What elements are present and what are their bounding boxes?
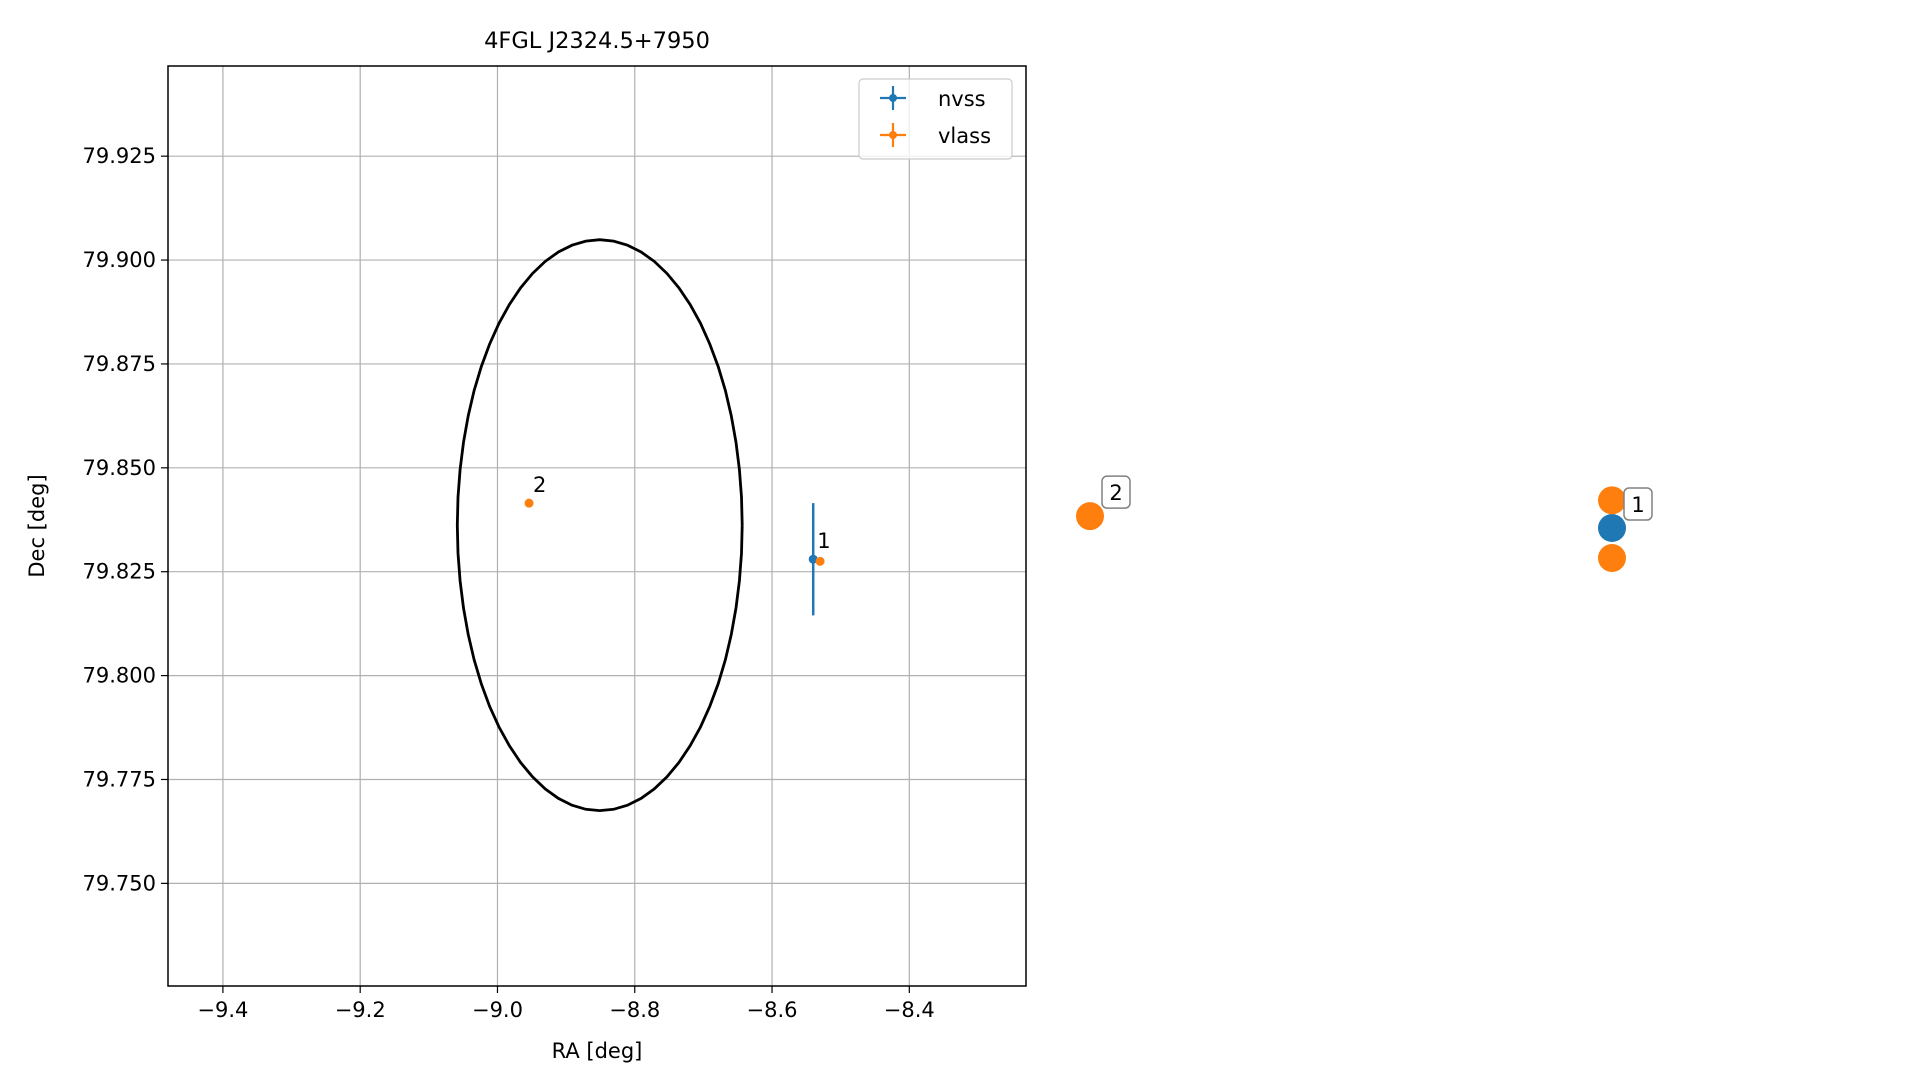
point-label: 1 (1631, 493, 1644, 517)
point-label: 2 (1109, 481, 1122, 505)
x-tick-label: −9.0 (472, 998, 523, 1022)
vlass-marker (1598, 486, 1626, 515)
x-tick-label: −8.8 (609, 998, 660, 1022)
x-tick-label: −9.2 (335, 998, 386, 1022)
x-tick-label: −9.4 (197, 998, 248, 1022)
vlass-marker (1076, 502, 1104, 531)
point-label: 1 (817, 529, 830, 553)
grid-lines (168, 66, 1026, 986)
vlass-marker (1598, 544, 1626, 573)
legend-label-vlass: vlass (938, 124, 991, 148)
x-tick-label: −8.6 (747, 998, 798, 1022)
label-box-outline (1623, 487, 1653, 521)
y-axis-label: Dec [deg] (25, 474, 49, 577)
main-chart: 4FGL J2324.5+7950 12 −9.4 −9.2 −9.0 −8.8 −8.… (25, 28, 1027, 1063)
label-box-outline (1101, 475, 1131, 509)
legend-entry-nvss: nvss (880, 86, 986, 111)
legend-marker-vlass (880, 123, 906, 147)
legend-label-nvss: nvss (938, 87, 986, 111)
point-label-box: 2 (1101, 475, 1131, 509)
plot-frame (167, 65, 1027, 987)
point-label-box: 1 (1623, 487, 1653, 521)
chart-title: 4FGL J2324.5+7950 (484, 28, 710, 54)
axis-ticks: −9.4 −9.2 −9.0 −8.8 −8.6 −8.4 79.750 79.775 79.8… (83, 144, 935, 1022)
y-tick-label: 79.900 (83, 248, 156, 272)
y-tick-label: 79.800 (83, 664, 156, 688)
y-tick-label: 79.875 (83, 352, 156, 376)
data-points: 12 (524, 473, 831, 616)
side-chart: 12 (1076, 475, 1653, 573)
error-ellipse-outline (455, 238, 744, 813)
x-tick-label: −8.4 (884, 998, 935, 1022)
y-tick-label: 79.850 (83, 456, 156, 480)
y-tick-label: 79.775 (83, 767, 156, 791)
point-label: 2 (533, 473, 546, 497)
legend-marker-nvss (880, 86, 906, 110)
nvss-point (808, 554, 818, 564)
x-axis-label: RA [deg] (552, 1039, 643, 1063)
legend: nvss vlass (858, 78, 1013, 160)
legend-entry-vlass: vlass (880, 123, 991, 148)
y-tick-label: 79.750 (83, 871, 156, 895)
nvss-marker (1598, 514, 1626, 542)
vlass-point (524, 498, 534, 508)
error-ellipse (455, 238, 744, 813)
vlass-point (815, 556, 825, 566)
y-tick-label: 79.825 (83, 560, 156, 584)
y-tick-label: 79.925 (83, 144, 156, 168)
